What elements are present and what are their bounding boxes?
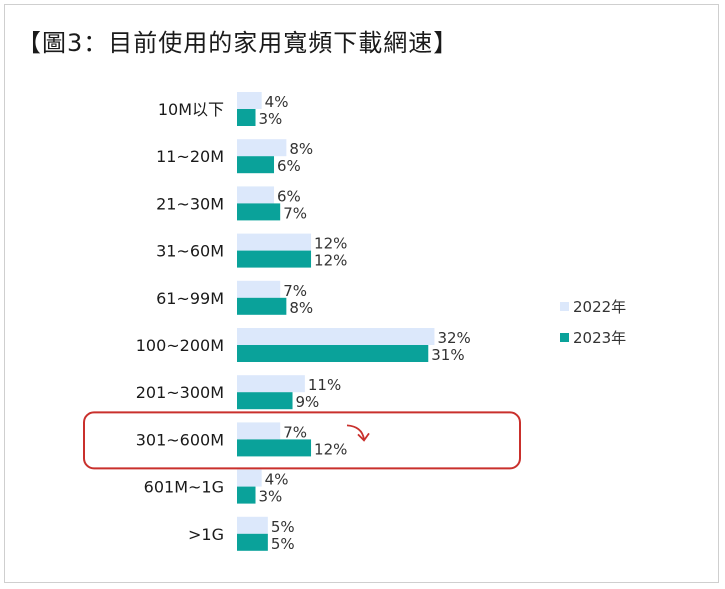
data-label: 11% <box>308 376 341 394</box>
legend-label: 2022年 <box>573 298 626 316</box>
category-label: 100~200M <box>136 336 224 355</box>
data-label: 5% <box>271 518 295 536</box>
data-label: 8% <box>289 140 313 158</box>
bar-2023 <box>237 392 293 410</box>
bar-2022 <box>237 280 281 298</box>
data-label: 7% <box>283 204 307 222</box>
bar-2023 <box>237 345 429 362</box>
bar-2023 <box>237 486 256 504</box>
data-label: 7% <box>283 282 307 300</box>
data-label: 7% <box>283 423 307 441</box>
bar-2023 <box>237 439 312 457</box>
bar-2022 <box>237 328 435 345</box>
chart-title: 【圖3：目前使用的家用寬頻下載網速】 <box>17 29 459 57</box>
bar-2022 <box>237 375 305 393</box>
category-label: >1G <box>188 525 224 544</box>
category-label: 10M以下 <box>158 100 224 119</box>
data-label: 5% <box>271 535 295 553</box>
legend-swatch-2023 <box>560 333 569 342</box>
bar-2022 <box>237 139 287 157</box>
legend-label: 2023年 <box>573 329 626 347</box>
arrow-head-icon <box>357 432 370 442</box>
data-label: 4% <box>265 93 289 111</box>
bar-2022 <box>237 422 281 440</box>
highlight-box <box>83 411 521 470</box>
bar-2022 <box>237 233 312 251</box>
category-label: 61~99M <box>156 289 224 308</box>
bar-2022 <box>237 469 262 487</box>
category-label: 31~60M <box>156 242 224 261</box>
category-label: 601M~1G <box>144 478 224 497</box>
data-label: 6% <box>277 187 301 205</box>
bar-2023 <box>237 297 287 315</box>
data-label: 8% <box>289 299 313 317</box>
bar-2022 <box>237 516 268 534</box>
bar-2022 <box>237 186 275 204</box>
bar-2022 <box>237 92 262 109</box>
bar-2023 <box>237 250 312 268</box>
bar-2023 <box>237 109 256 126</box>
data-label: 9% <box>296 393 320 411</box>
data-label: 6% <box>277 157 301 175</box>
legend-swatch-2022 <box>560 302 569 311</box>
bar-2023 <box>237 156 275 174</box>
trend-arrow-icon <box>346 424 365 440</box>
data-label: 12% <box>314 252 347 270</box>
category-label: 201~300M <box>136 383 224 402</box>
category-label: 21~30M <box>156 194 224 213</box>
bar-2023 <box>237 203 281 221</box>
data-label: 32% <box>437 329 470 347</box>
data-label: 12% <box>314 440 347 458</box>
category-label: 301~600M <box>136 430 224 449</box>
data-label: 31% <box>431 346 464 364</box>
chart-frame: 【圖3：目前使用的家用寬頻下載網速】 <box>4 4 719 583</box>
category-label: 11~20M <box>156 147 224 166</box>
data-label: 12% <box>314 235 347 253</box>
data-label: 3% <box>259 110 283 128</box>
bar-2023 <box>237 533 268 551</box>
data-label: 3% <box>259 488 283 506</box>
data-label: 4% <box>265 471 289 489</box>
